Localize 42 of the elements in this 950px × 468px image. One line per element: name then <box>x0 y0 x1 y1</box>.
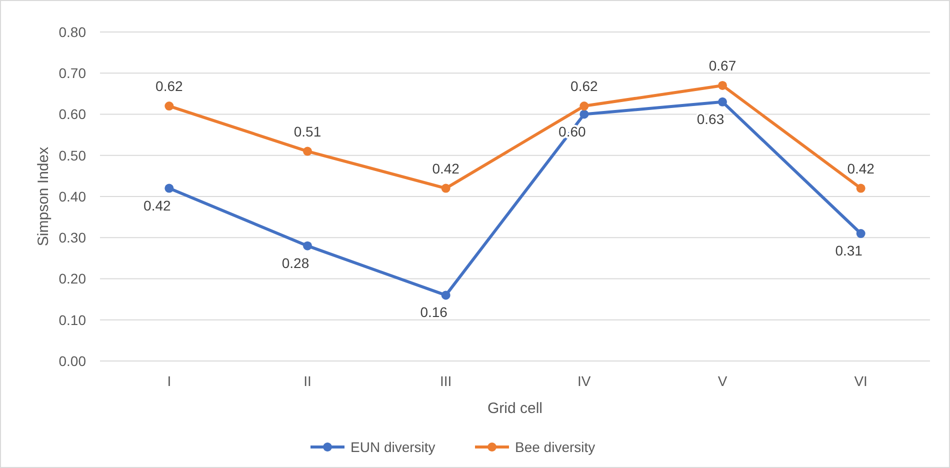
point <box>303 146 312 156</box>
x-axis-title: Grid cell <box>487 400 543 417</box>
x-tick-label: V <box>718 373 728 389</box>
point <box>580 102 589 111</box>
point <box>856 184 866 193</box>
x-tick-label: IV <box>578 373 592 389</box>
data-label: 0.62 <box>156 78 184 94</box>
y-tick-label: 0.50 <box>58 147 86 164</box>
point <box>580 110 589 119</box>
data-label: 0.42 <box>144 197 172 214</box>
point <box>441 184 450 193</box>
legend-label: EUN diversity <box>350 438 436 455</box>
x-tick-label: II <box>304 373 312 389</box>
data-label: 0.42 <box>847 160 875 176</box>
x-tick-label: VI <box>854 373 868 389</box>
y-tick-label: 0.00 <box>58 352 86 369</box>
data-label: 0.51 <box>294 123 322 140</box>
x-tick-label: I <box>167 373 172 389</box>
data-label: 0.31 <box>835 242 863 259</box>
y-axis-title: Simpson Index <box>35 146 52 246</box>
point <box>303 241 312 250</box>
data-label: 0.16 <box>420 304 448 320</box>
data-label: 0.42 <box>432 160 460 176</box>
point <box>856 229 866 238</box>
point <box>164 102 174 111</box>
point <box>164 184 174 193</box>
y-tick-label: 0.30 <box>58 230 86 246</box>
data-label: 0.28 <box>282 254 310 271</box>
y-tick-label: 0.10 <box>58 312 86 328</box>
point <box>718 80 727 90</box>
data-label: 0.63 <box>696 110 724 127</box>
y-tick-label: 0.40 <box>58 188 86 204</box>
y-tick-label: 0.60 <box>58 106 86 122</box>
point <box>441 290 450 300</box>
data-label: 0.62 <box>570 78 598 94</box>
y-tick-label: 0.70 <box>58 65 86 82</box>
y-tick-label: 0.20 <box>58 270 86 287</box>
y-tick-label: 0.80 <box>58 24 86 40</box>
point <box>718 97 727 106</box>
legend-label: Bee diversity <box>515 438 596 455</box>
x-tick-label: III <box>440 373 452 389</box>
data-label: 0.67 <box>708 57 736 74</box>
